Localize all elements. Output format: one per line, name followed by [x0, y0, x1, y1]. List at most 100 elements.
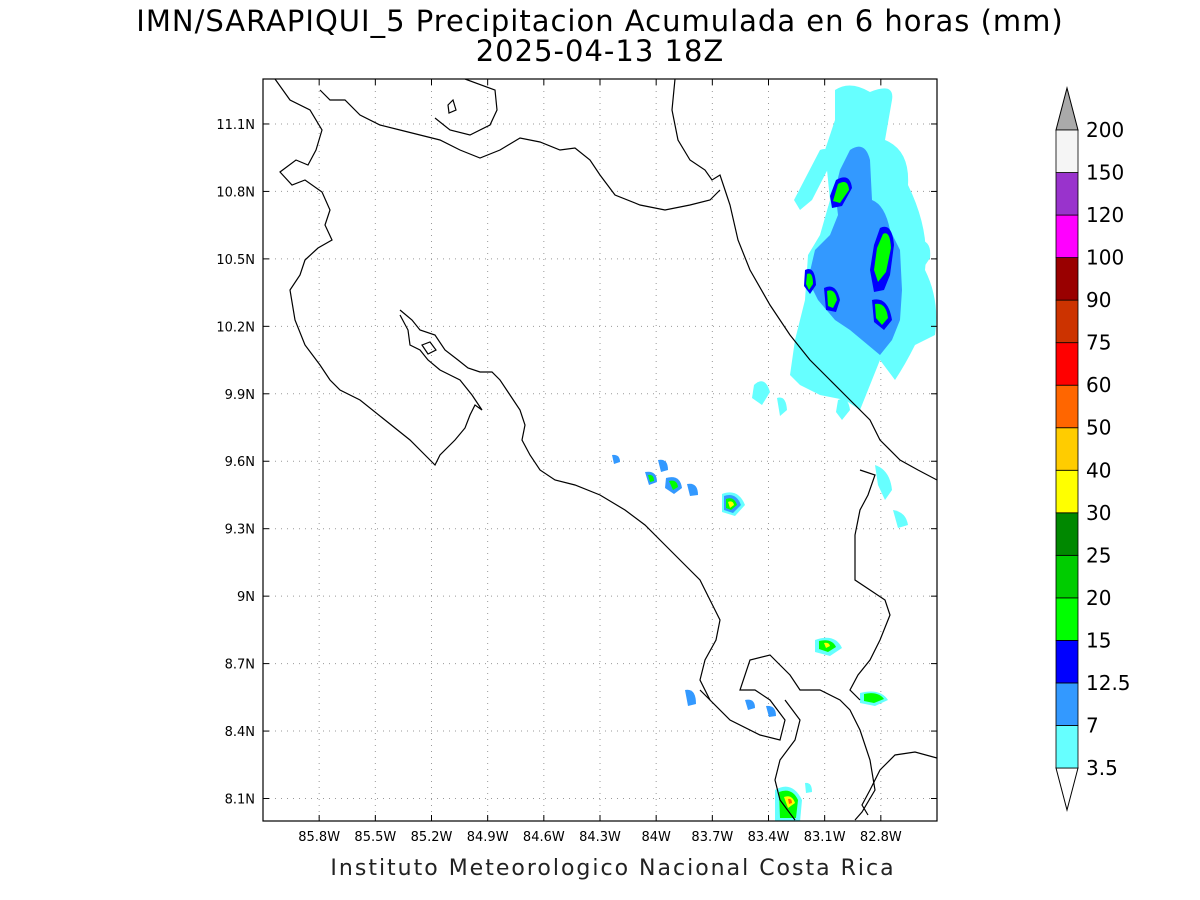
colorbar: 3.5 7 12.5 15 20 25 30 40 50 60 75 90 100 120 150 200	[1055, 86, 1131, 812]
colorbar-label: 15	[1086, 628, 1111, 652]
coastline-osa-peninsula	[774, 699, 801, 821]
lon-tick-label: 84.3W	[579, 830, 621, 845]
border-east	[849, 469, 891, 701]
lat-tick-label: 9N	[237, 590, 255, 605]
colorbar-swatch	[1055, 640, 1079, 684]
colorbar-swatch	[1055, 512, 1079, 556]
precip-cell-s3	[685, 689, 696, 706]
lat-tick-label: 8.1N	[225, 793, 255, 808]
lat-tick-label: 9.9N	[225, 388, 255, 403]
colorbar-swatch	[1055, 129, 1079, 173]
precip-area-green-n3	[875, 303, 888, 325]
precip-cell-5	[687, 483, 698, 496]
map-title: IMN/SARAPIQUI_5 Precipitacion Acumulada …	[136, 4, 1064, 38]
lon-tick-label: 82.8W	[860, 830, 902, 845]
precipitation-field	[612, 85, 937, 821]
precip-area-cyan-sk	[875, 465, 892, 500]
lat-tick-label: 10.8N	[216, 185, 255, 200]
precip-area-green-n4	[827, 290, 837, 308]
colorbar-label: 7	[1086, 713, 1099, 737]
precip-area-cyan-low3	[777, 397, 787, 416]
coastlines	[274, 79, 937, 821]
coastline-caribbean	[671, 79, 937, 481]
lon-tick-label: 85.5W	[354, 830, 396, 845]
map-datetime: 2025-04-13 18Z	[475, 34, 725, 68]
lon-tick-label: 83.4W	[748, 830, 790, 845]
colorbar-label: 120	[1086, 203, 1124, 227]
precip-cell-4	[658, 459, 668, 472]
lat-tick-label: 8.4N	[225, 725, 255, 740]
lon-tick-label: 85.2W	[411, 830, 453, 845]
lon-tick-label: 84W	[641, 830, 671, 845]
precip-cell-s1c	[824, 642, 830, 648]
colorbar-label: 3.5	[1086, 756, 1118, 780]
colorbar-label: 25	[1086, 543, 1111, 567]
precip-cell-s6d	[788, 798, 792, 804]
colorbar-swatch	[1055, 597, 1079, 641]
lat-tick-label: 10.5N	[216, 253, 255, 268]
colorbar-swatch	[1055, 342, 1079, 386]
island-1	[447, 98, 457, 114]
colorbar-label: 75	[1086, 331, 1111, 355]
colorbar-swatch	[1055, 172, 1079, 216]
precip-cell-2b	[669, 480, 678, 490]
colorbar-arrow-low	[1055, 767, 1079, 812]
precip-area-cyan-sk2	[893, 510, 908, 528]
precip-cell-s2b	[864, 693, 884, 703]
lat-tick-label: 10.2N	[216, 320, 255, 335]
precip-area-cyan-strip	[794, 149, 831, 210]
colorbar-swatch	[1055, 469, 1079, 514]
lon-tick-label: 84.9W	[467, 830, 509, 845]
precip-area-cyan-low2	[752, 381, 770, 405]
colorbar-arrow-high	[1055, 86, 1079, 131]
colorbar-label: 50	[1086, 416, 1111, 440]
colorbar-label: 30	[1086, 501, 1111, 525]
colorbar-swatch	[1055, 214, 1079, 258]
coast-ext-sw	[699, 689, 711, 701]
colorbar-swatch	[1055, 554, 1079, 599]
coastline-north-pacific	[274, 79, 483, 467]
island-2	[421, 341, 437, 355]
precip-cell-1d	[728, 501, 734, 508]
lon-tick-label: 84.6W	[523, 830, 565, 845]
precip-area-green-n1	[833, 182, 849, 203]
footer-credit: Instituto Meteorologico Nacional Costa R…	[330, 856, 896, 881]
precip-area-green-n5	[806, 273, 813, 290]
border-north	[319, 89, 721, 211]
precip-cell-6	[612, 454, 620, 464]
border-south-panama	[861, 751, 937, 816]
colorbar-swatch	[1055, 384, 1079, 429]
lon-tick-label: 83.7W	[691, 830, 733, 845]
coastline-nicoya-gulf	[399, 309, 876, 821]
grid-lines	[263, 79, 937, 821]
colorbar-label: 40	[1086, 458, 1111, 482]
precip-area-cyan-low	[836, 398, 850, 420]
map-axes: 85.8W 85.5W 85.2W 84.9W 84.6W 84.3W 84W 83.7W 83…	[216, 79, 937, 845]
lon-tick-label: 83.1W	[804, 830, 846, 845]
colorbar-label: 200	[1086, 118, 1124, 142]
lon-tick-label: 85.8W	[298, 830, 340, 845]
colorbar-label: 20	[1086, 586, 1111, 610]
precip-cell-s7	[805, 782, 812, 793]
precip-cell-s4	[745, 699, 755, 710]
colorbar-swatch	[1055, 299, 1079, 344]
lat-tick-label: 9.6N	[225, 455, 255, 470]
colorbar-swatch	[1055, 725, 1079, 769]
colorbar-label: 150	[1086, 161, 1124, 185]
colorbar-label: 12.5	[1086, 671, 1131, 695]
colorbar-swatch	[1055, 257, 1079, 301]
colorbar-label: 60	[1086, 373, 1111, 397]
colorbar-swatch	[1055, 427, 1079, 471]
lake-nicaragua-shore	[434, 79, 498, 136]
lat-tick-label: 11.1N	[216, 118, 255, 133]
precip-area-green-n2	[874, 233, 891, 282]
lat-tick-label: 9.3N	[225, 523, 255, 538]
colorbar-swatch	[1055, 682, 1079, 726]
precip-area-cyan-e	[914, 240, 931, 270]
colorbar-label: 90	[1086, 288, 1111, 312]
lat-tick-label: 8.7N	[225, 658, 255, 673]
colorbar-label: 100	[1086, 246, 1124, 270]
precip-cell-s5	[766, 705, 776, 717]
precip-cell-3b	[648, 474, 654, 482]
